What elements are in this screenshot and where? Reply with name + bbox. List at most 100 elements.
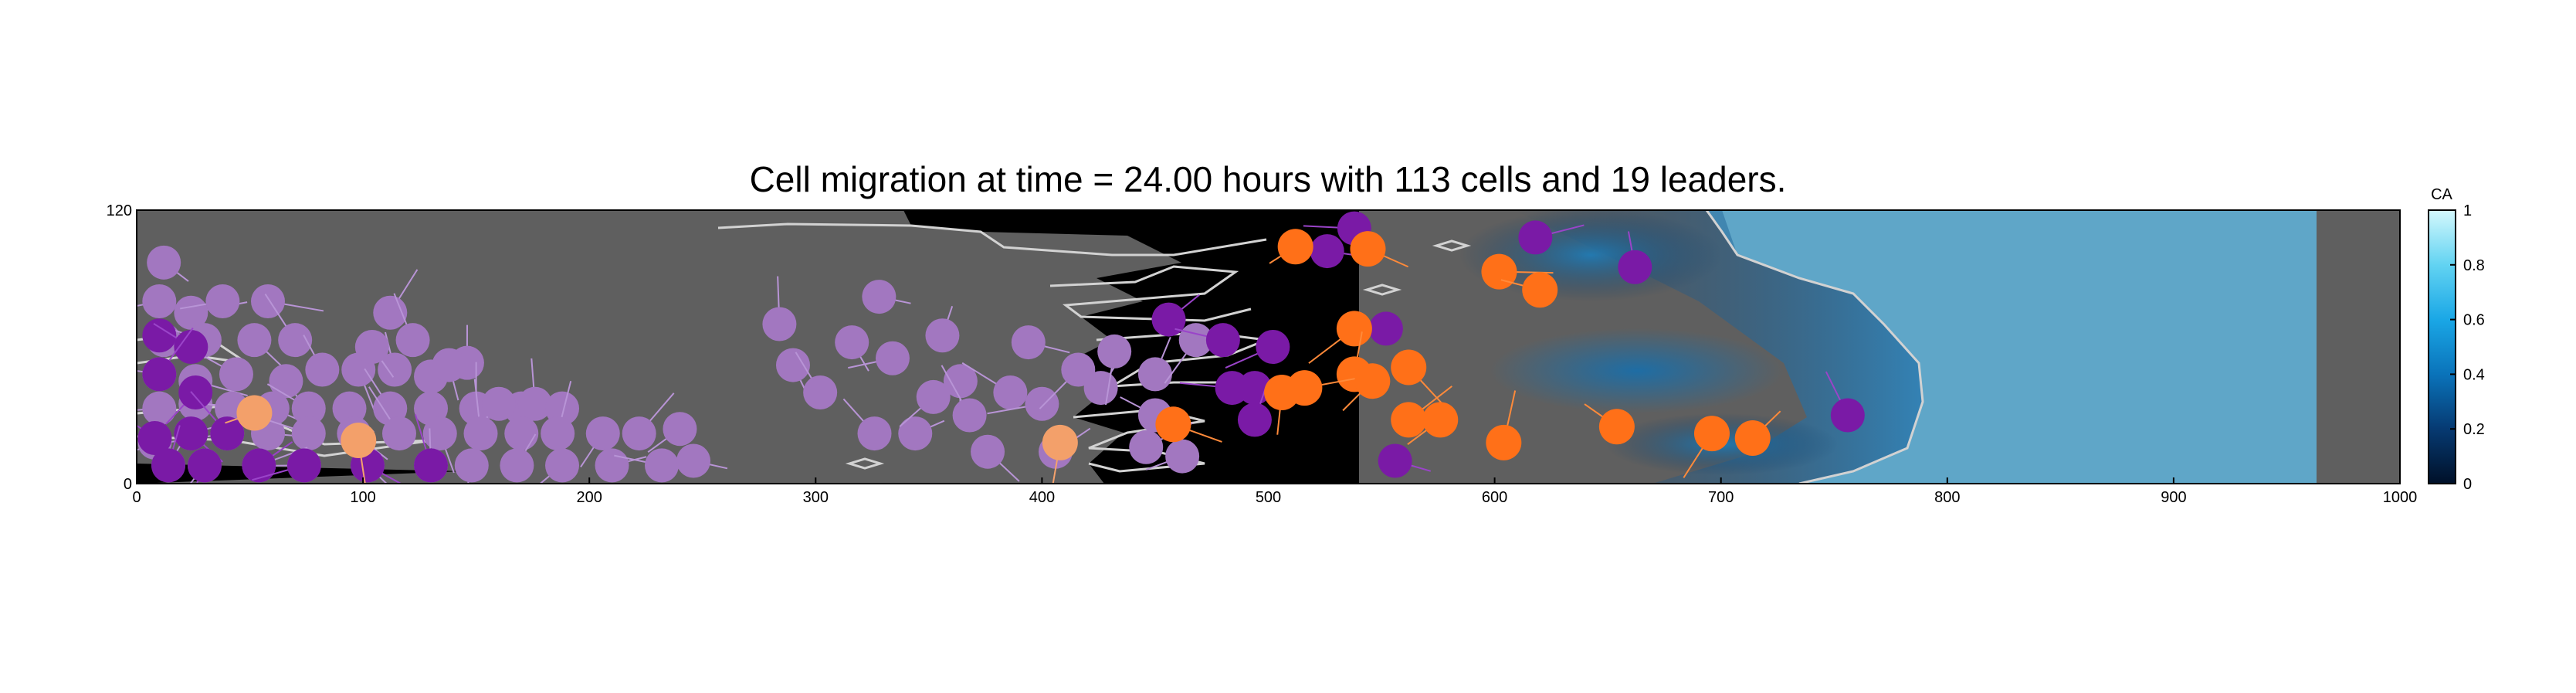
x-tick-label: 700 xyxy=(1708,489,1734,506)
follower-cell xyxy=(1129,430,1164,464)
x-tick-label: 800 xyxy=(1934,489,1960,506)
follower-cell xyxy=(463,416,498,451)
follower-dark-cell xyxy=(1237,403,1272,437)
follower-dark-cell xyxy=(414,448,449,483)
follower-dark-cell xyxy=(1205,323,1240,358)
ca-transition xyxy=(1513,210,1923,484)
follower-cell xyxy=(354,330,389,364)
follower-cell xyxy=(1025,386,1059,421)
follower-cell xyxy=(1165,439,1200,474)
contour-top xyxy=(717,223,1267,256)
follower-cell xyxy=(205,284,240,318)
colorbar-tick-label: 0.6 xyxy=(2463,312,2485,329)
follower-cell xyxy=(585,416,620,451)
cells-layer xyxy=(137,211,1865,484)
follower-dark-cell xyxy=(187,448,222,483)
follower-cell xyxy=(250,284,285,318)
ca-plateau xyxy=(1707,210,2317,484)
leader-faded-cell xyxy=(341,422,377,458)
follower-cell xyxy=(504,416,539,451)
follower-cell xyxy=(1061,352,1096,387)
follower-cell xyxy=(541,416,575,451)
follower-cell xyxy=(545,448,580,483)
follower-dark-cell xyxy=(1151,302,1186,337)
follower-cell xyxy=(381,416,416,451)
follower-cell xyxy=(676,443,711,478)
follower-dark-cell xyxy=(1830,398,1865,433)
leader-cell xyxy=(1422,402,1459,438)
follower-cell xyxy=(432,348,466,382)
ca-glow-band xyxy=(1490,328,1784,413)
follower-cell xyxy=(943,364,978,399)
colorbar-label: CA xyxy=(2431,186,2452,203)
follower-cell xyxy=(1137,357,1172,392)
follower-cell xyxy=(395,323,430,358)
follower-cell xyxy=(1011,325,1046,360)
follower-dark-cell xyxy=(1310,234,1344,269)
follower-cell xyxy=(305,352,340,387)
follower-dark-cell xyxy=(142,318,177,353)
leader-cell xyxy=(1486,424,1522,460)
y-tick-label: 120 xyxy=(107,202,132,219)
follower-cell xyxy=(925,318,960,353)
follower-cell xyxy=(142,391,177,426)
follower-dark-cell xyxy=(1618,250,1652,284)
leader-cell xyxy=(1336,311,1372,347)
x-tick-label: 500 xyxy=(1256,489,1281,506)
follower-cell xyxy=(775,348,810,382)
follower-cell xyxy=(174,295,208,330)
colorbar-tick-label: 0 xyxy=(2463,476,2472,493)
follower-cell xyxy=(644,448,679,483)
leader-cell xyxy=(1598,409,1635,445)
x-tick-label: 0 xyxy=(132,489,141,506)
follower-cell xyxy=(862,280,897,314)
leader-cell xyxy=(1391,349,1427,386)
contour-plateau xyxy=(1705,210,1924,484)
follower-cell xyxy=(237,323,272,358)
plot-area xyxy=(137,210,2400,484)
x-tick-label: 300 xyxy=(803,489,829,506)
follower-cell xyxy=(481,386,516,421)
leader-cell xyxy=(1481,253,1517,290)
follower-dark-cell xyxy=(242,448,276,483)
leader-cell xyxy=(1350,231,1386,267)
follower-dark-cell xyxy=(151,448,186,483)
follower-cell xyxy=(952,398,987,433)
contour-diamond-2 xyxy=(1362,284,1402,296)
follower-cell xyxy=(545,391,580,426)
contour-diamond-1 xyxy=(1432,239,1472,252)
x-tick-label: 100 xyxy=(350,489,375,506)
leader-cell xyxy=(1391,402,1427,438)
follower-dark-cell xyxy=(174,416,208,451)
follower-cell xyxy=(971,434,1005,469)
follower-dark-cell xyxy=(1368,311,1403,346)
x-tick-label: 900 xyxy=(2161,489,2186,506)
follower-dark-cell xyxy=(1518,220,1553,255)
follower-cell xyxy=(595,448,629,483)
follower-cell xyxy=(278,323,313,358)
x-axis: 0 100 200 300 400 500 600 700 800 900 1000 xyxy=(132,477,2417,506)
follower-cell xyxy=(1083,371,1118,406)
contour-diamond-3 xyxy=(845,457,885,470)
leader-cell xyxy=(1264,375,1300,410)
x-tick-label: 1000 xyxy=(2383,489,2418,506)
follower-cell xyxy=(454,448,489,483)
leader-cell xyxy=(1277,229,1313,265)
follower-cell xyxy=(378,352,412,387)
x-tick-label: 400 xyxy=(1029,489,1055,506)
follower-cell xyxy=(517,386,552,421)
follower-dark-cell xyxy=(1378,443,1412,478)
leader-cell xyxy=(1354,363,1391,399)
follower-cell xyxy=(142,284,177,318)
follower-cell xyxy=(835,325,869,360)
follower-dark-cell xyxy=(142,357,177,392)
follower-cell xyxy=(422,416,457,451)
follower-dark-cell xyxy=(210,416,245,451)
follower-cell xyxy=(219,357,253,392)
colorbar-tick-label: 0.4 xyxy=(2463,366,2485,383)
follower-cell xyxy=(993,375,1028,409)
y-axis: 0 120 xyxy=(107,202,143,493)
follower-cell xyxy=(762,307,797,341)
colorbar-tick-label: 0.8 xyxy=(2463,257,2485,274)
follower-cell xyxy=(622,416,656,451)
